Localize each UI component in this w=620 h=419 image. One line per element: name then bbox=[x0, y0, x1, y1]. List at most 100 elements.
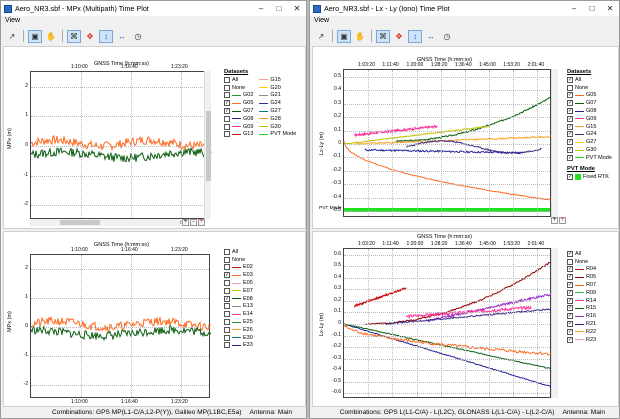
vertical-scrollbar[interactable] bbox=[551, 248, 558, 398]
checkbox[interactable]: ✓ bbox=[567, 147, 573, 154]
time-select-icon[interactable]: ◷ bbox=[134, 31, 142, 41]
checkbox[interactable]: ✓ bbox=[224, 272, 230, 279]
legend-item[interactable]: ✓ G09 bbox=[567, 115, 612, 123]
checkbox[interactable]: ✓ bbox=[567, 305, 573, 312]
horizontal-scrollbar[interactable] bbox=[30, 219, 180, 226]
zoom-out-button[interactable]: - bbox=[190, 219, 197, 226]
legend-item[interactable]: All bbox=[224, 76, 253, 84]
checkbox[interactable]: ✓ bbox=[567, 250, 573, 257]
title-bar[interactable]: Aero_NR3.sbf - Lx - Ly (Iono) Time Plot … bbox=[310, 1, 619, 16]
legend-item[interactable]: ✓ R21 bbox=[567, 320, 596, 328]
legend-item[interactable]: G20 bbox=[259, 84, 296, 92]
checkbox[interactable] bbox=[224, 287, 230, 294]
checkbox[interactable]: ✓ bbox=[567, 282, 573, 289]
legend-item[interactable]: PVT Mode bbox=[259, 131, 296, 139]
pan-hand-icon[interactable]: ✋ bbox=[355, 31, 365, 41]
iono-glonass-plot[interactable] bbox=[343, 248, 553, 398]
checkbox[interactable] bbox=[224, 342, 230, 349]
checkbox[interactable]: ✓ bbox=[567, 108, 573, 115]
pvt-fixed-rtk-item[interactable]: ✓ Fixed RTK bbox=[567, 173, 612, 181]
legend-item[interactable]: ✓ R04 bbox=[567, 266, 596, 274]
checkbox[interactable] bbox=[567, 84, 573, 91]
close-button[interactable]: ✕ bbox=[293, 4, 301, 13]
view-menu[interactable]: View bbox=[314, 17, 330, 24]
legend-item[interactable]: ✓ R09 bbox=[567, 289, 596, 297]
checkbox[interactable]: ✓ bbox=[567, 313, 573, 320]
zoom-in-button[interactable]: + bbox=[551, 217, 558, 224]
checkbox[interactable] bbox=[224, 334, 230, 341]
maximize-button[interactable]: □ bbox=[276, 4, 282, 13]
legend-item[interactable]: ✓ G08 bbox=[567, 107, 612, 115]
legend-item[interactable]: None bbox=[224, 84, 253, 92]
checkbox[interactable]: ✓ bbox=[567, 266, 573, 273]
cursor-icon[interactable]: ⌘ bbox=[67, 29, 81, 43]
checkbox[interactable] bbox=[224, 256, 230, 263]
checkbox[interactable]: ✓ bbox=[224, 108, 230, 115]
vertical-scrollbar[interactable] bbox=[204, 71, 211, 219]
legend-item[interactable]: G28 bbox=[259, 115, 296, 123]
checkbox[interactable]: ✓ bbox=[567, 100, 573, 107]
checkbox[interactable] bbox=[224, 84, 230, 91]
legend-item[interactable]: ✓ R15 bbox=[567, 305, 596, 313]
legend-item[interactable]: ✓ R22 bbox=[567, 328, 596, 336]
legend-item[interactable]: E25 bbox=[224, 318, 253, 326]
checkbox[interactable] bbox=[224, 248, 230, 255]
zoom-icon[interactable]: ▣ bbox=[28, 29, 42, 43]
view-menu[interactable]: View bbox=[5, 17, 21, 24]
checkbox[interactable]: ✓ bbox=[567, 131, 573, 138]
legend-item[interactable]: ✓ PVT Mode bbox=[567, 154, 612, 162]
scroll-thumb[interactable] bbox=[60, 220, 100, 225]
legend-item[interactable]: ✓ All bbox=[567, 76, 612, 84]
legend-item[interactable]: ✓ R05 bbox=[567, 273, 596, 281]
legend-item[interactable]: G13 bbox=[224, 131, 253, 139]
checkbox[interactable]: ✓ bbox=[567, 139, 573, 146]
checkbox[interactable] bbox=[224, 92, 230, 99]
checkbox[interactable]: ✓ bbox=[567, 321, 573, 328]
checkbox[interactable]: ✓ bbox=[567, 328, 573, 335]
mpx-galileo-plot[interactable] bbox=[30, 254, 212, 398]
axis-icon[interactable]: ↗ bbox=[8, 31, 16, 41]
legend-item[interactable]: ✓ E08 bbox=[224, 295, 253, 303]
zoom-reset-button[interactable]: + bbox=[559, 217, 566, 224]
checkbox[interactable] bbox=[224, 131, 230, 138]
fit-all-icon[interactable]: ✥ bbox=[86, 31, 94, 41]
legend-item[interactable]: G09 bbox=[224, 123, 253, 131]
legend-item[interactable]: G08 bbox=[224, 115, 253, 123]
legend-item[interactable]: E05 bbox=[224, 279, 253, 287]
checkbox[interactable]: ✓ bbox=[567, 173, 573, 180]
legend-item[interactable]: ✓ G07 bbox=[224, 107, 253, 115]
checkbox[interactable] bbox=[224, 326, 230, 333]
legend-item[interactable]: None bbox=[567, 84, 612, 92]
checkbox[interactable]: ✓ bbox=[567, 297, 573, 304]
fit-horizontal-icon[interactable]: ↔ bbox=[427, 31, 435, 41]
legend-item[interactable]: ✓ All bbox=[567, 250, 596, 258]
legend-item[interactable]: None bbox=[567, 258, 596, 266]
legend-item[interactable]: E30 bbox=[224, 334, 253, 342]
maximize-button[interactable]: □ bbox=[589, 4, 595, 13]
legend-item[interactable]: ✓ R16 bbox=[567, 312, 596, 320]
legend-item[interactable]: G27 bbox=[259, 107, 296, 115]
legend-item[interactable]: None bbox=[224, 256, 253, 264]
checkbox[interactable]: ✓ bbox=[567, 154, 573, 161]
legend-item[interactable]: G24 bbox=[259, 99, 296, 107]
legend-item[interactable]: All bbox=[224, 248, 253, 256]
cursor-icon[interactable]: ⌘ bbox=[376, 29, 390, 43]
checkbox[interactable] bbox=[224, 264, 230, 271]
zoom-reset-button[interactable]: + bbox=[198, 219, 205, 226]
legend-item[interactable]: E02 bbox=[224, 264, 253, 272]
fit-horizontal-icon[interactable]: ↔ bbox=[118, 31, 126, 41]
legend-item[interactable]: G15 bbox=[259, 76, 296, 84]
zoom-icon[interactable]: ▣ bbox=[337, 29, 351, 43]
legend-item[interactable]: E33 bbox=[224, 342, 253, 350]
close-button[interactable]: ✕ bbox=[606, 4, 614, 13]
pan-hand-icon[interactable]: ✋ bbox=[46, 31, 56, 41]
checkbox[interactable]: ✓ bbox=[567, 76, 573, 83]
legend-item[interactable]: ✓ G07 bbox=[567, 99, 612, 107]
checkbox[interactable] bbox=[224, 319, 230, 326]
minimize-button[interactable]: – bbox=[258, 4, 264, 13]
checkbox[interactable]: ✓ bbox=[567, 115, 573, 122]
checkbox[interactable]: ✓ bbox=[567, 336, 573, 343]
checkbox[interactable]: ✓ bbox=[567, 123, 573, 130]
checkbox[interactable]: ✓ bbox=[567, 274, 573, 281]
legend-item[interactable]: ✓ G27 bbox=[567, 138, 612, 146]
